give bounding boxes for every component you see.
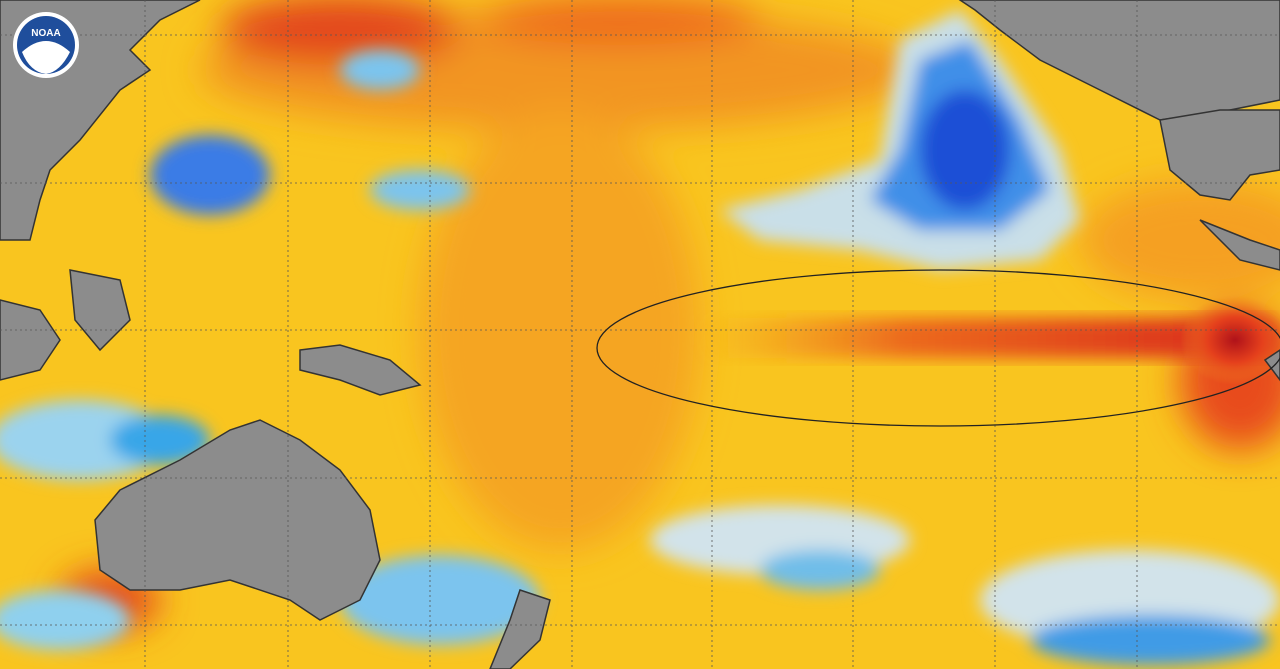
new-guinea <box>299 344 422 396</box>
australia <box>94 419 381 621</box>
north-america <box>958 0 1280 121</box>
sumatra <box>0 299 61 381</box>
equatorial-warm-band <box>700 318 1280 358</box>
gulf-coast <box>1159 109 1280 201</box>
logo-text: NOAA <box>31 28 60 39</box>
central-america <box>1199 219 1280 271</box>
cool-areas <box>0 10 1280 665</box>
south-america <box>1263 349 1280 382</box>
new-zealand <box>489 589 551 669</box>
noaa-logo: NOAA <box>13 12 79 78</box>
logo-bird <box>22 41 70 74</box>
highlight-ellipse <box>596 269 1280 427</box>
